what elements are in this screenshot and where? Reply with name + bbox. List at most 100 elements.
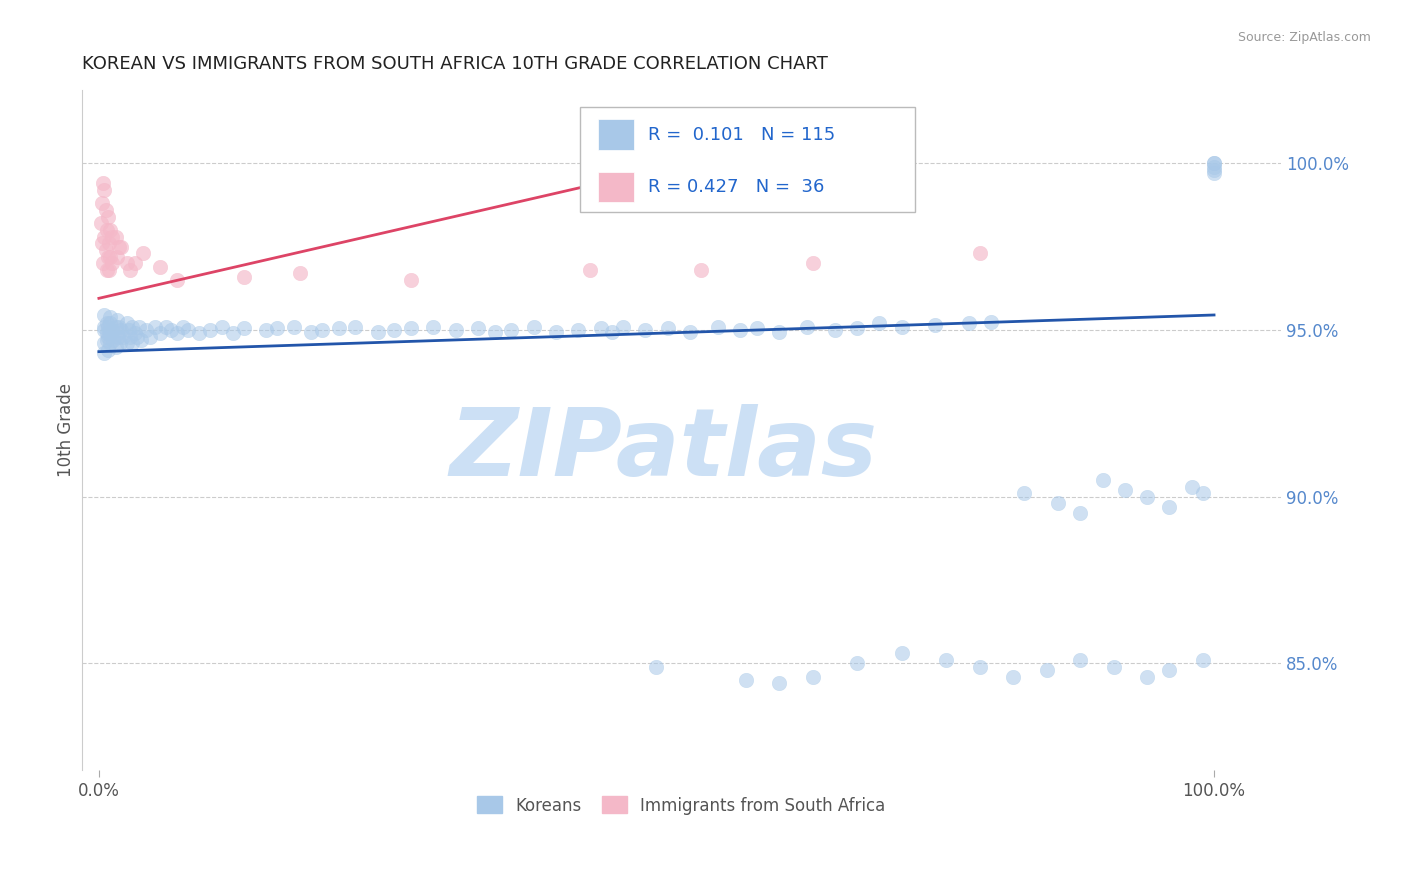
Point [399,321,422,335]
Point [523,319,546,334]
Point [1002,670,1025,684]
Point [645,659,668,673]
Point [97,236,120,251]
Text: KOREAN VS IMMIGRANTS FROM SOUTH AFRICA 10TH GRADE CORRELATION CHART: KOREAN VS IMMIGRANTS FROM SOUTH AFRICA 1… [82,55,828,73]
Point [1136,490,1159,504]
Point [97,263,120,277]
Point [124,256,146,270]
Point [135,323,157,337]
Point [104,319,127,334]
Point [96,223,118,237]
Point [288,266,311,280]
Point [1202,160,1225,174]
Point [91,256,114,270]
Point [125,329,148,343]
Point [232,321,254,335]
Point [745,321,768,335]
Point [107,329,129,343]
Point [728,323,751,337]
Point [232,269,254,284]
Point [121,336,143,351]
Text: ZIPatlas: ZIPatlas [450,404,877,496]
Point [98,316,121,330]
Point [129,333,152,347]
Point [869,316,891,330]
Point [98,310,121,324]
Point [801,670,824,684]
Point [1036,663,1059,677]
Point [108,319,131,334]
Point [1069,653,1091,667]
Point [957,316,980,330]
Point [97,343,120,357]
Point [90,216,112,230]
Point [1192,653,1215,667]
Point [93,308,115,322]
Point [93,319,115,334]
Point [149,260,172,274]
Point [444,323,467,337]
Point [266,321,288,335]
Point [104,229,127,244]
Point [1102,659,1125,673]
Point [734,673,756,687]
Point [188,326,211,341]
Point [399,273,422,287]
Point [501,323,523,337]
Point [824,323,846,337]
Legend: Koreans, Immigrants from South Africa: Koreans, Immigrants from South Africa [470,788,894,822]
Point [634,323,657,337]
Point [1136,670,1159,684]
Point [115,256,138,270]
Point [108,336,131,351]
Point [110,323,132,337]
Point [104,340,127,354]
Point [467,321,489,335]
Point [578,263,600,277]
Point [120,329,142,343]
Point [96,333,118,347]
Point [97,329,120,343]
Point [96,326,118,341]
Point [105,313,128,327]
Point [1202,166,1225,180]
Point [969,246,991,260]
Point [422,319,444,334]
Point [96,316,118,330]
Point [657,321,679,335]
Point [924,318,946,332]
Point [980,315,1002,329]
Point [328,321,350,335]
Point [97,319,120,334]
Point [105,326,128,341]
Point [115,336,138,351]
Point [589,321,612,335]
Point [612,319,634,334]
Point [139,329,162,343]
Point [1014,486,1036,500]
Point [112,329,135,343]
Point [93,336,115,351]
Point [98,223,121,237]
Point [97,210,120,224]
Point [105,250,128,264]
Point [93,183,115,197]
Point [103,333,125,347]
Text: R = 0.427   N =  36: R = 0.427 N = 36 [648,178,824,196]
Point [344,319,367,334]
Point [801,256,824,270]
Point [128,319,150,334]
Point [172,319,194,334]
Point [91,177,114,191]
Point [149,326,172,341]
Point [94,202,117,217]
Point [567,323,589,337]
Point [155,319,177,334]
Point [120,263,142,277]
Point [1192,486,1215,500]
Point [118,323,141,337]
Point [93,346,115,360]
Point [384,323,406,337]
Point [91,236,114,251]
Point [600,325,623,339]
